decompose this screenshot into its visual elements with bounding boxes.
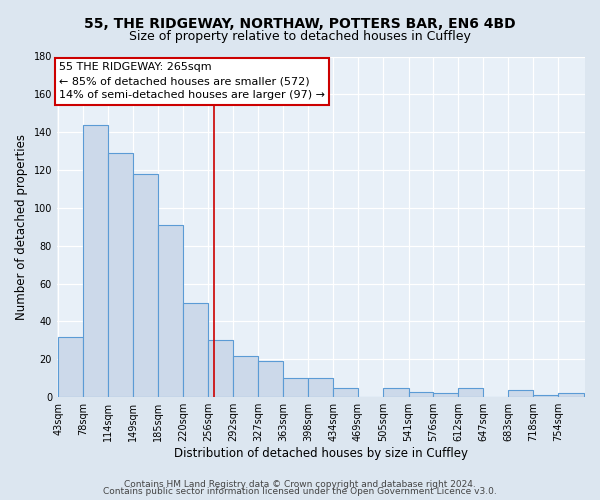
Text: 55, THE RIDGEWAY, NORTHAW, POTTERS BAR, EN6 4BD: 55, THE RIDGEWAY, NORTHAW, POTTERS BAR, … [84,18,516,32]
X-axis label: Distribution of detached houses by size in Cuffley: Distribution of detached houses by size … [174,447,468,460]
Bar [158,225,183,397]
Bar [333,388,358,397]
Text: Contains public sector information licensed under the Open Government Licence v3: Contains public sector information licen… [103,488,497,496]
Bar [183,302,208,397]
Bar [258,361,283,397]
Y-axis label: Number of detached properties: Number of detached properties [15,134,28,320]
Bar [208,340,233,397]
Bar [308,378,333,397]
Bar [58,336,83,397]
Text: Size of property relative to detached houses in Cuffley: Size of property relative to detached ho… [129,30,471,43]
Bar [533,396,558,397]
Bar [433,394,458,397]
Bar [383,388,409,397]
Text: 55 THE RIDGEWAY: 265sqm
← 85% of detached houses are smaller (572)
14% of semi-d: 55 THE RIDGEWAY: 265sqm ← 85% of detache… [59,62,325,100]
Bar [558,394,584,397]
Bar [83,124,108,397]
Bar [133,174,158,397]
Bar [108,153,133,397]
Bar [409,392,433,397]
Bar [233,356,258,397]
Bar [283,378,308,397]
Bar [458,388,483,397]
Text: Contains HM Land Registry data © Crown copyright and database right 2024.: Contains HM Land Registry data © Crown c… [124,480,476,489]
Bar [508,390,533,397]
